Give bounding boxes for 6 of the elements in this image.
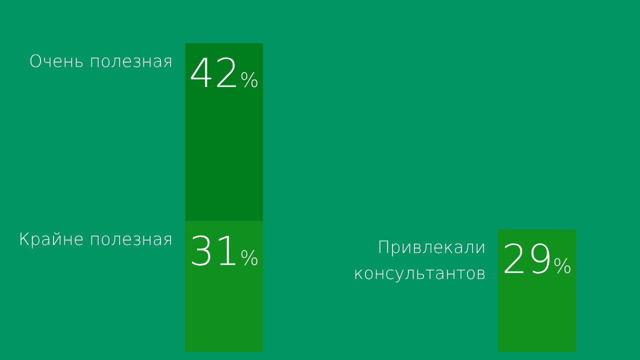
data-label: 29%: [502, 237, 572, 284]
series-label: Крайне полезная: [18, 230, 173, 250]
series-label: Очень полезная: [28, 52, 173, 72]
data-label: 42%: [189, 51, 259, 97]
series-label: Привлекали консультантов: [354, 238, 486, 284]
data-label: 31%: [189, 228, 259, 275]
